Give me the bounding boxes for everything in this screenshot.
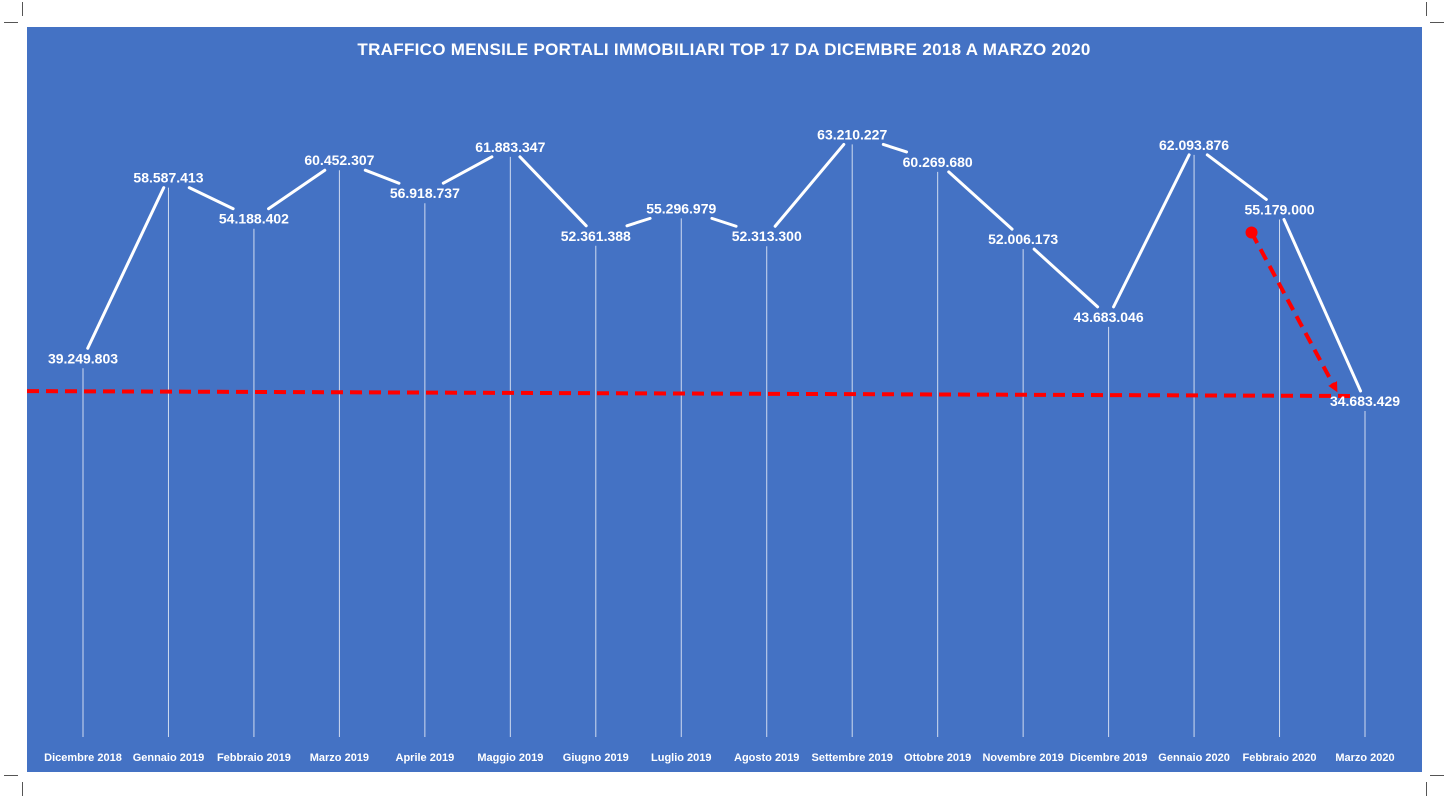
data-label: 54.188.402 bbox=[219, 211, 289, 227]
series-segment bbox=[1032, 247, 1100, 309]
x-tick-label: Giugno 2019 bbox=[563, 752, 629, 764]
data-label: 61.883.347 bbox=[475, 139, 545, 155]
chart-title: TRAFFICO MENSILE PORTALI IMMOBILIARI TOP… bbox=[357, 40, 1090, 59]
data-label: 52.361.388 bbox=[561, 228, 631, 244]
annotations bbox=[27, 226, 1354, 398]
x-tick-label: Gennaio 2019 bbox=[133, 752, 205, 764]
x-tick-label: Marzo 2019 bbox=[310, 752, 369, 764]
series-segment bbox=[1112, 153, 1191, 309]
data-label: 39.249.803 bbox=[48, 350, 118, 366]
data-label: 56.918.737 bbox=[390, 185, 460, 201]
series-line bbox=[86, 142, 1363, 393]
series-segment bbox=[1205, 153, 1268, 201]
decline-dashed-arrow bbox=[1249, 231, 1338, 393]
data-label: 43.683.046 bbox=[1074, 309, 1144, 325]
x-tick-label: Dicembre 2019 bbox=[1070, 752, 1148, 764]
data-label: 34.683.429 bbox=[1330, 393, 1400, 409]
x-tick-label: Aprile 2019 bbox=[396, 752, 455, 764]
series-segment bbox=[518, 155, 588, 228]
x-tick-label: Dicembre 2018 bbox=[44, 752, 122, 764]
crop-mark-bottom-left-v bbox=[22, 782, 23, 796]
x-tick-label: Luglio 2019 bbox=[651, 752, 712, 764]
series-segment bbox=[773, 142, 846, 228]
x-axis-labels: Dicembre 2018 Gennaio 2019 Febbraio 2019 Ma… bbox=[44, 752, 1394, 764]
crop-mark-top-right-v bbox=[1426, 2, 1427, 16]
series-segment bbox=[187, 186, 235, 211]
line-chart: TRAFFICO MENSILE PORTALI IMMOBILIARI TOP… bbox=[27, 40, 1400, 764]
x-tick-label: Febbraio 2019 bbox=[217, 752, 291, 764]
data-label: 52.006.173 bbox=[988, 231, 1058, 247]
x-tick-label: Ottobre 2019 bbox=[904, 752, 971, 764]
crop-mark-bottom-left-h bbox=[4, 775, 18, 776]
series-segment bbox=[947, 170, 1014, 231]
data-label: 58.587.413 bbox=[133, 170, 203, 186]
data-label: 55.296.979 bbox=[646, 200, 716, 216]
series-segment bbox=[267, 168, 327, 211]
drop-lines bbox=[82, 144, 1366, 737]
series-segment bbox=[625, 216, 652, 228]
data-labels: 39.249.803 58.587.413 54.188.402 60.452.307… bbox=[48, 126, 1400, 409]
chart-panel: TRAFFICO MENSILE PORTALI IMMOBILIARI TOP… bbox=[27, 27, 1422, 772]
crop-mark-bottom-right-h bbox=[1430, 775, 1444, 776]
data-label: 52.313.300 bbox=[732, 228, 802, 244]
x-tick-label: Maggio 2019 bbox=[477, 752, 543, 764]
series-segment bbox=[881, 142, 909, 154]
x-tick-label: Marzo 2020 bbox=[1335, 752, 1394, 764]
series-segment bbox=[86, 186, 166, 350]
data-label: 63.210.227 bbox=[817, 126, 887, 142]
series-segment bbox=[710, 216, 738, 228]
crop-mark-top-left-v bbox=[22, 2, 23, 16]
series-segment bbox=[1282, 217, 1363, 393]
x-tick-label: Gennaio 2020 bbox=[1158, 752, 1230, 764]
series-segment bbox=[363, 168, 401, 185]
data-label: 62.093.876 bbox=[1159, 137, 1229, 153]
series-segment bbox=[441, 155, 494, 185]
data-label: 60.269.680 bbox=[903, 154, 973, 170]
crop-mark-bottom-right-v bbox=[1426, 782, 1427, 796]
x-tick-label: Agosto 2019 bbox=[734, 752, 799, 764]
data-label: 60.452.307 bbox=[304, 152, 374, 168]
x-tick-label: Novembre 2019 bbox=[982, 752, 1063, 764]
crop-mark-top-left-h bbox=[4, 22, 18, 23]
data-label: 55.179.000 bbox=[1244, 201, 1314, 217]
x-tick-label: Settembre 2019 bbox=[812, 752, 893, 764]
x-tick-label: Febbraio 2020 bbox=[1243, 752, 1317, 764]
trend-dashed-line bbox=[27, 389, 1354, 398]
crop-mark-top-right-h bbox=[1430, 22, 1444, 23]
